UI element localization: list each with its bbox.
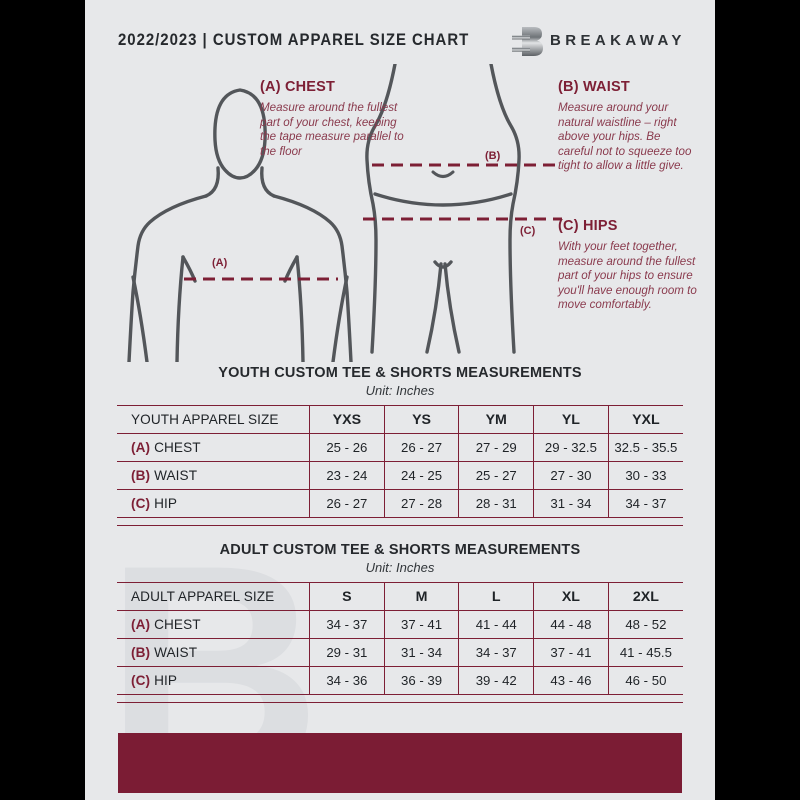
table-cell: 23 - 24: [309, 461, 385, 490]
youth-measurements-table: YOUTH APPAREL SIZE YXS YS YM YL YXL (A) …: [117, 405, 683, 526]
column-header: XL: [533, 582, 609, 611]
row-label-text: HIP: [154, 496, 178, 511]
row-marker: (A): [131, 617, 151, 632]
adult-measurements-table: ADULT APPAREL SIZE S M L XL 2XL (A) CHES…: [117, 582, 683, 703]
marker-chest: (A): [212, 257, 228, 269]
page-header: 2022/2023 | CUSTOM APPAREL SIZE CHART BR…: [85, 22, 715, 62]
column-header: M: [383, 582, 460, 611]
row-label-text: WAIST: [154, 468, 198, 483]
table-row: (A) CHEST 34 - 37 37 - 41 41 - 44 44 - 4…: [117, 610, 683, 639]
table-cell: 41 - 45.5: [607, 638, 683, 667]
table-cell: 39 - 42: [458, 666, 535, 695]
row-label: (B) WAIST: [117, 461, 310, 490]
marker-waist: (B): [485, 150, 501, 162]
youth-table-block: YOUTH CUSTOM TEE & SHORTS MEASUREMENTS U…: [85, 365, 715, 526]
table-cell: 31 - 34: [533, 489, 609, 518]
column-header: YXS: [309, 405, 385, 434]
table-cell: 26 - 27: [309, 489, 385, 518]
row-marker: (C): [131, 673, 151, 688]
row-label-text: CHEST: [154, 617, 201, 632]
table-cell: 27 - 29: [458, 433, 535, 462]
table-row: (C) HIP 26 - 27 27 - 28 28 - 31 31 - 34 …: [117, 489, 683, 518]
table-row: (C) HIP 34 - 36 36 - 39 39 - 42 43 - 46 …: [117, 666, 683, 695]
youth-table-title: YOUTH CUSTOM TEE & SHORTS MEASUREMENTS: [218, 365, 582, 381]
row-label-text: HIP: [154, 673, 178, 688]
marker-hips: (C): [520, 225, 536, 237]
table-cell: 28 - 31: [458, 489, 535, 518]
callout-body-waist: Measure around your natural waistline – …: [558, 101, 692, 173]
table-cell: 34 - 37: [607, 489, 683, 518]
row-label: (A) CHEST: [117, 433, 310, 462]
table-cell: 37 - 41: [533, 638, 609, 667]
chest-measure-line-icon: [184, 277, 338, 281]
table-cell: 24 - 25: [383, 461, 460, 490]
waist-measure-line-icon: [372, 163, 556, 167]
row-marker: (B): [131, 468, 151, 483]
row-label: (C) HIP: [117, 666, 310, 695]
table-cell: 43 - 46: [533, 666, 609, 695]
human-hips-front-icon: [365, 64, 521, 354]
table-bottom-rule: [117, 694, 683, 703]
callout-title-chest: (A) CHEST: [260, 79, 336, 95]
column-header: YS: [383, 405, 460, 434]
page-title: 2022/2023 | CUSTOM APPAREL SIZE CHART: [118, 30, 470, 49]
column-header: YXL: [607, 405, 683, 434]
row-marker: (A): [131, 440, 151, 455]
adult-table-block: ADULT CUSTOM TEE & SHORTS MEASUREMENTS U…: [85, 542, 715, 703]
table-header-row: ADULT APPAREL SIZE S M L XL 2XL: [117, 582, 683, 611]
table-header-row: YOUTH APPAREL SIZE YXS YS YM YL YXL: [117, 405, 683, 434]
table-cell: 44 - 48: [533, 610, 609, 639]
table-cell: 37 - 41: [383, 610, 460, 639]
table-row: (B) WAIST 23 - 24 24 - 25 25 - 27 27 - 3…: [117, 461, 683, 490]
row-marker: (B): [131, 645, 151, 660]
callout-body-hips: With your feet together, measure around …: [558, 240, 697, 312]
breakaway-b-logo-icon: [510, 23, 546, 66]
table-cell: 34 - 36: [309, 666, 385, 695]
column-header: L: [458, 582, 535, 611]
table-cell: 32.5 - 35.5: [607, 433, 683, 462]
table-cell: 46 - 50: [607, 666, 683, 695]
table-cell: 31 - 34: [383, 638, 460, 667]
table-cell: 29 - 32.5: [533, 433, 609, 462]
callout-title-hips: (C) HIPS: [558, 218, 618, 234]
column-header: S: [309, 582, 385, 611]
table-bottom-rule: [117, 517, 683, 526]
column-header: 2XL: [607, 582, 683, 611]
row-label: (A) CHEST: [117, 610, 310, 639]
row-label-text: CHEST: [154, 440, 201, 455]
table-row: (A) CHEST 25 - 26 26 - 27 27 - 29 29 - 3…: [117, 433, 683, 462]
callout-title-waist: (B) WAIST: [558, 79, 630, 95]
column-header: YM: [458, 405, 535, 434]
table-cell: 30 - 33: [607, 461, 683, 490]
table-cell: 29 - 31: [309, 638, 385, 667]
table-cell: 27 - 28: [383, 489, 460, 518]
table-cell: 25 - 27: [458, 461, 535, 490]
adult-table-title: ADULT CUSTOM TEE & SHORTS MEASUREMENTS: [219, 542, 581, 558]
row-marker: (C): [131, 496, 151, 511]
table-cell: 27 - 30: [533, 461, 609, 490]
column-header: YOUTH APPAREL SIZE: [117, 405, 310, 434]
table-cell: 34 - 37: [458, 638, 535, 667]
hips-measure-line-icon: [363, 217, 562, 221]
brand-name: BREAKAWAY: [550, 32, 686, 49]
row-label-text: WAIST: [154, 645, 198, 660]
youth-table-unit: Unit: Inches: [365, 383, 435, 398]
size-chart-page: B 2022/2023 | CUSTOM APPAREL SIZE CHART: [85, 0, 715, 800]
table-cell: 34 - 37: [309, 610, 385, 639]
table-cell: 48 - 52: [607, 610, 683, 639]
row-label: (C) HIP: [117, 489, 310, 518]
table-cell: 41 - 44: [458, 610, 535, 639]
row-label: (B) WAIST: [117, 638, 310, 667]
footer-bar: [118, 733, 682, 793]
table-row: (B) WAIST 29 - 31 31 - 34 34 - 37 37 - 4…: [117, 638, 683, 667]
adult-table-unit: Unit: Inches: [365, 560, 435, 575]
table-cell: 25 - 26: [309, 433, 385, 462]
measurement-diagram: (A) (B) (C) (A) CHEST Measure around the…: [85, 62, 715, 362]
table-cell: 36 - 39: [383, 666, 460, 695]
column-header: YL: [533, 405, 609, 434]
column-header: ADULT APPAREL SIZE: [117, 582, 310, 611]
table-cell: 26 - 27: [383, 433, 460, 462]
callout-body-chest: Measure around the fullest part of your …: [260, 101, 404, 158]
